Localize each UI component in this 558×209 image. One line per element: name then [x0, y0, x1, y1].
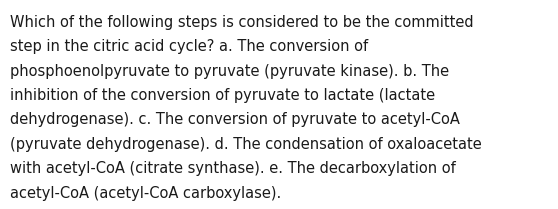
Text: with acetyl-CoA (citrate synthase). e. The decarboxylation of: with acetyl-CoA (citrate synthase). e. T…	[10, 161, 456, 176]
Text: step in the citric acid cycle? a. The conversion of: step in the citric acid cycle? a. The co…	[10, 39, 368, 54]
Text: inhibition of the conversion of pyruvate to lactate (lactate: inhibition of the conversion of pyruvate…	[10, 88, 435, 103]
Text: acetyl-CoA (acetyl-CoA carboxylase).: acetyl-CoA (acetyl-CoA carboxylase).	[10, 186, 281, 201]
Text: dehydrogenase). c. The conversion of pyruvate to acetyl-CoA: dehydrogenase). c. The conversion of pyr…	[10, 112, 460, 127]
Text: Which of the following steps is considered to be the committed: Which of the following steps is consider…	[10, 15, 474, 30]
Text: (pyruvate dehydrogenase). d. The condensation of oxaloacetate: (pyruvate dehydrogenase). d. The condens…	[10, 137, 482, 152]
Text: phosphoenolpyruvate to pyruvate (pyruvate kinase). b. The: phosphoenolpyruvate to pyruvate (pyruvat…	[10, 64, 449, 79]
